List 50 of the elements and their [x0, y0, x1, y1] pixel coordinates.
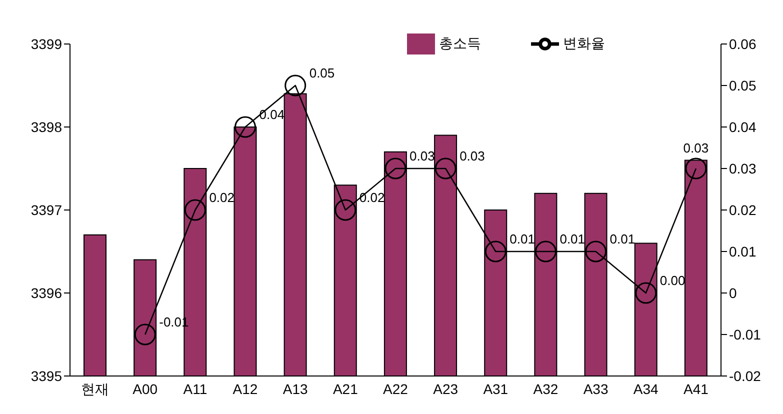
- point: [635, 282, 657, 304]
- point: [284, 74, 306, 96]
- x-tick-label: A23: [433, 380, 458, 397]
- data-label: 0.02: [209, 190, 235, 205]
- x-tick-label: A00: [132, 380, 158, 397]
- y-tick-label: 3398: [30, 118, 62, 135]
- y2-tick-label: 0: [729, 284, 737, 301]
- y2-tick-label: 0.04: [729, 118, 756, 135]
- legend-label: 변화율: [563, 34, 605, 51]
- data-label: 0.01: [560, 232, 586, 246]
- x-tick-label: A22: [383, 380, 408, 397]
- y2-tick-label: 0.03: [729, 160, 756, 176]
- x-tick-label: A11: [183, 380, 208, 397]
- point: [384, 158, 406, 180]
- legend-label: 총소득: [439, 34, 481, 51]
- y-tick-label: 3396: [30, 284, 62, 301]
- y2-tick-label: -0.01: [729, 326, 762, 342]
- x-tick-label: 현재: [81, 380, 110, 397]
- x-tick-label: A21: [332, 380, 358, 397]
- data-label: 0.00: [660, 273, 686, 288]
- point: [234, 116, 256, 138]
- x-tick-label: A34: [633, 380, 659, 397]
- x-tick-label: A32: [533, 380, 558, 397]
- point: [534, 240, 556, 262]
- data-label: 0.02: [359, 190, 385, 205]
- point: [184, 199, 206, 221]
- x-tick-label: A13: [282, 380, 308, 397]
- y-tick-label: 3397: [30, 202, 62, 218]
- y2-tick-label: 0.02: [729, 202, 756, 218]
- point: [434, 158, 456, 180]
- x-tick-label: A31: [483, 380, 508, 397]
- data-label: 0.03: [683, 140, 709, 156]
- point: [685, 158, 707, 180]
- point: [334, 199, 356, 221]
- point: [585, 240, 607, 262]
- y2-tick-label: -0.02: [729, 368, 762, 384]
- point: [134, 324, 156, 346]
- y-tick-label: 3399: [30, 36, 62, 52]
- data-label: 0.03: [460, 148, 485, 164]
- y2-tick-label: 0.01: [729, 243, 756, 260]
- data-label: 0.01: [610, 232, 636, 246]
- x-tick-label: A33: [583, 380, 608, 397]
- data-label: 0.04: [259, 107, 285, 122]
- data-label: 0.05: [309, 66, 335, 80]
- y2-tick-label: 0.06: [729, 36, 756, 52]
- y2-tick-label: 0.05: [729, 77, 756, 94]
- point: [484, 240, 506, 262]
- x-tick-label: A12: [232, 380, 258, 397]
- y-tick-label: 3395: [30, 368, 62, 384]
- x-tick-label: A41: [684, 380, 709, 397]
